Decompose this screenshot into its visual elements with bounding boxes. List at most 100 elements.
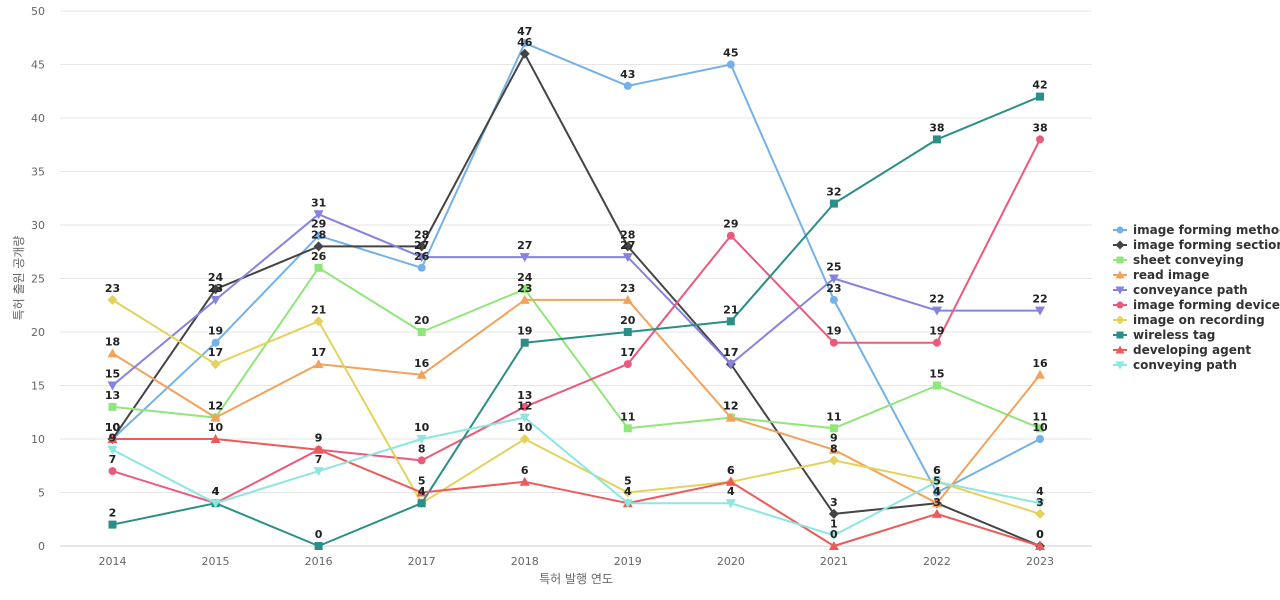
data-point-developing-agent[interactable] (725, 476, 736, 486)
data-point-conveying-path[interactable] (519, 413, 530, 423)
data-point-conveyance-path[interactable] (416, 253, 427, 263)
data-point-image-forming-device[interactable] (829, 338, 838, 347)
series-sheet-conveying[interactable] (108, 263, 1045, 433)
data-point-image-forming-section[interactable] (622, 241, 633, 252)
legend-item-image-forming-section[interactable]: image forming section (1113, 238, 1280, 252)
data-point-wireless-tag[interactable] (932, 135, 941, 144)
data-point-image-forming-section[interactable] (519, 48, 530, 59)
data-point-wireless-tag[interactable] (1036, 92, 1044, 101)
legend-item-image-forming-method[interactable]: image forming method (1113, 223, 1280, 237)
legend-marker-image-on-recording[interactable] (1115, 315, 1125, 325)
data-point-conveyance-path[interactable] (313, 210, 324, 220)
series-conveying-path[interactable] (107, 413, 1046, 541)
data-point-read-image[interactable] (931, 498, 942, 508)
data-point-read-image[interactable] (210, 412, 221, 422)
data-point-image-on-recording[interactable] (313, 316, 324, 327)
data-point-developing-agent[interactable] (416, 487, 427, 497)
data-point-sheet-conveying[interactable] (1036, 424, 1044, 433)
data-point-developing-agent[interactable] (313, 444, 324, 454)
data-point-read-image[interactable] (519, 294, 530, 304)
data-point-image-forming-device[interactable] (623, 360, 632, 369)
data-point-conveyance-path[interactable] (1035, 306, 1045, 316)
data-point-conveyance-path[interactable] (725, 360, 736, 370)
data-point-image-forming-device[interactable] (1036, 135, 1044, 144)
data-point-wireless-tag[interactable] (520, 338, 529, 347)
data-point-image-forming-method[interactable] (520, 39, 529, 48)
data-point-image-on-recording[interactable] (107, 294, 118, 305)
data-point-developing-agent[interactable] (931, 508, 942, 518)
data-point-conveyance-path[interactable] (210, 295, 221, 305)
data-point-read-image[interactable] (313, 359, 324, 369)
data-point-image-forming-device[interactable] (932, 338, 941, 347)
data-point-wireless-tag[interactable] (623, 328, 632, 336)
data-point-wireless-tag[interactable] (108, 520, 117, 529)
series-image-forming-device[interactable] (108, 135, 1045, 508)
data-point-sheet-conveying[interactable] (829, 424, 838, 433)
data-point-conveyance-path[interactable] (519, 253, 530, 263)
data-point-wireless-tag[interactable] (417, 499, 426, 508)
data-point-sheet-conveying[interactable] (417, 328, 426, 336)
data-point-conveying-path[interactable] (725, 499, 736, 509)
data-point-image-forming-method[interactable] (1036, 435, 1044, 443)
data-point-image-forming-section[interactable] (828, 508, 839, 519)
legend-item-read-image[interactable]: read image (1113, 268, 1209, 282)
data-point-sheet-conveying[interactable] (314, 263, 323, 272)
data-point-conveying-path[interactable] (107, 445, 118, 455)
legend-marker-conveyance-path[interactable] (1115, 286, 1125, 295)
data-point-read-image[interactable] (622, 294, 633, 304)
data-point-conveying-path[interactable] (313, 467, 324, 477)
data-point-wireless-tag[interactable] (726, 317, 735, 326)
data-point-developing-agent[interactable] (828, 541, 839, 550)
series-image-forming-method[interactable] (108, 39, 1045, 497)
legend-item-wireless-tag[interactable]: wireless tag (1113, 328, 1215, 342)
data-point-image-on-recording[interactable] (1035, 508, 1045, 519)
series-line-conveyance-path[interactable] (111, 213, 1041, 387)
data-point-image-on-recording[interactable] (519, 434, 530, 444)
data-point-image-forming-method[interactable] (211, 338, 220, 347)
data-point-image-forming-method[interactable] (726, 60, 735, 69)
legend-item-image-on-recording[interactable]: image on recording (1113, 313, 1265, 327)
data-point-conveying-path[interactable] (210, 499, 221, 509)
data-point-developing-agent[interactable] (107, 434, 118, 443)
legend-marker-developing-agent[interactable] (1115, 345, 1125, 354)
data-point-image-forming-method[interactable] (417, 263, 426, 272)
legend-marker-read-image[interactable] (1115, 270, 1125, 279)
data-point-wireless-tag[interactable] (829, 199, 838, 208)
data-point-image-forming-section[interactable] (210, 284, 221, 295)
data-point-image-forming-method[interactable] (314, 231, 323, 240)
data-point-wireless-tag[interactable] (314, 542, 323, 550)
data-point-read-image[interactable] (107, 348, 118, 358)
data-point-developing-agent[interactable] (1035, 541, 1045, 550)
legend-marker-wireless-tag[interactable] (1116, 331, 1124, 339)
data-point-conveying-path[interactable] (416, 435, 427, 444)
data-point-image-forming-device[interactable] (520, 402, 529, 411)
data-point-image-forming-method[interactable] (829, 295, 838, 304)
series-developing-agent[interactable] (107, 434, 1046, 550)
data-point-image-on-recording[interactable] (828, 455, 839, 466)
data-point-image-forming-method[interactable] (932, 488, 941, 497)
legend-marker-conveying-path[interactable] (1115, 361, 1125, 370)
legend-item-image-forming-device[interactable]: image forming device (1113, 298, 1280, 312)
data-point-image-on-recording[interactable] (210, 359, 221, 370)
data-point-sheet-conveying[interactable] (108, 402, 117, 411)
data-point-image-forming-method[interactable] (623, 81, 632, 90)
data-point-sheet-conveying[interactable] (623, 424, 632, 433)
data-point-conveyance-path[interactable] (828, 274, 839, 284)
data-point-image-forming-section[interactable] (313, 241, 324, 252)
series-wireless-tag[interactable] (108, 92, 1045, 550)
data-point-conveyance-path[interactable] (107, 381, 118, 391)
data-point-conveying-path[interactable] (931, 477, 942, 487)
data-point-sheet-conveying[interactable] (932, 381, 941, 390)
data-point-developing-agent[interactable] (210, 434, 221, 443)
legend-item-conveyance-path[interactable]: conveyance path (1113, 283, 1248, 297)
series-line-developing-agent[interactable] (112, 438, 1041, 547)
data-point-developing-agent[interactable] (519, 476, 530, 486)
data-point-sheet-conveying[interactable] (520, 285, 529, 294)
series-line-read-image[interactable] (111, 298, 1041, 505)
series-line-image-forming-method[interactable] (111, 42, 1041, 494)
series-line-image-on-recording[interactable] (111, 299, 1041, 515)
series-line-wireless-tag[interactable] (112, 95, 1041, 547)
data-point-conveying-path[interactable] (828, 531, 839, 541)
series-read-image[interactable] (107, 294, 1046, 508)
